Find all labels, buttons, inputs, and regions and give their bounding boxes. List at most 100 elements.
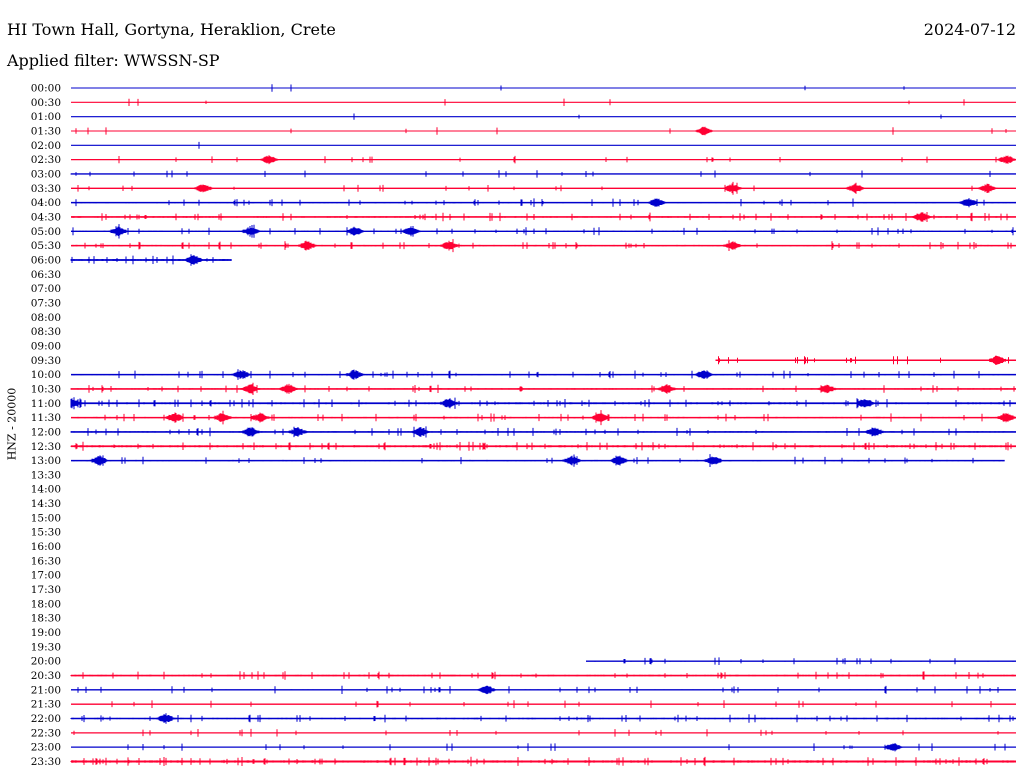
trace-signal [594, 657, 1014, 665]
trace-signal [70, 254, 232, 266]
time-label: 15:30 [31, 527, 61, 539]
trace-row [70, 382, 1016, 395]
trace-signal [71, 239, 1014, 253]
trace-row [71, 113, 1016, 120]
trace-signal [70, 170, 1000, 178]
trace-signal [70, 426, 1013, 438]
time-label: 23:00 [31, 742, 61, 754]
time-label: 05:30 [31, 240, 61, 252]
seismic-traces [70, 84, 1016, 767]
trace-row [70, 671, 1016, 680]
trace-row [71, 700, 1016, 709]
trace-row [71, 410, 1016, 426]
time-label: 06:00 [31, 254, 61, 266]
trace-signal [74, 410, 1016, 426]
trace-row [70, 254, 232, 266]
time-label: 11:00 [31, 398, 61, 410]
trace-row [71, 454, 1005, 467]
station-title: HI Town Hall, Gortyna, Heraklion, Crete [7, 20, 336, 39]
time-label: 14:30 [31, 498, 61, 510]
trace-row [71, 224, 1016, 239]
time-label: 14:00 [31, 484, 61, 496]
time-label: 22:30 [31, 727, 61, 739]
trace-signal [73, 728, 999, 737]
trace-signal [118, 155, 1016, 165]
time-label: 11:30 [31, 412, 61, 424]
trace-row [71, 685, 1016, 695]
trace-signal [70, 441, 1015, 451]
trace-signal [70, 382, 1016, 395]
time-label: 04:00 [31, 197, 61, 209]
trace-signal [74, 198, 1016, 208]
trace-signal [77, 181, 998, 195]
trace-row [71, 181, 1016, 195]
time-label: 18:00 [31, 598, 61, 610]
trace-signal [716, 355, 1009, 365]
time-label: 21:00 [31, 684, 61, 696]
trace-row [71, 743, 1016, 752]
time-label: 06:30 [31, 269, 61, 281]
trace-signal [353, 113, 942, 120]
trace-row [71, 141, 1016, 149]
trace-row [71, 98, 1016, 106]
trace-row [71, 198, 1016, 208]
trace-row [70, 713, 1016, 724]
trace-row [71, 728, 1016, 737]
trace-row [70, 756, 1016, 767]
time-label: 02:30 [31, 154, 61, 166]
trace-row [715, 355, 1016, 365]
trace-signal [71, 224, 1014, 239]
time-label: 15:00 [31, 512, 61, 524]
trace-row [586, 657, 1016, 665]
time-label: 13:00 [31, 455, 61, 467]
time-label: 10:00 [31, 369, 61, 381]
trace-row [71, 155, 1016, 165]
trace-signal [71, 685, 1002, 695]
trace-signal [70, 671, 1015, 680]
time-label: 22:00 [31, 713, 61, 725]
trace-row [71, 212, 1016, 222]
trace-signal [128, 98, 965, 106]
trace-row [70, 170, 1016, 178]
trace-row [70, 441, 1016, 451]
time-label: 09:30 [31, 355, 61, 367]
time-label: 08:30 [31, 326, 61, 338]
trace-signal [127, 743, 1006, 752]
time-label: 07:30 [31, 297, 61, 309]
time-label: 00:30 [31, 97, 61, 109]
time-label: 12:00 [31, 426, 61, 438]
time-label: 09:00 [31, 340, 61, 352]
time-label: 02:00 [31, 140, 61, 152]
time-label: 04:30 [31, 211, 61, 223]
filter-label: Applied filter: WWSSN-SP [7, 51, 220, 70]
time-label: 08:00 [31, 312, 61, 324]
time-label: 19:00 [31, 627, 61, 639]
trace-signal [271, 84, 905, 92]
trace-row [71, 369, 1016, 380]
time-label: 01:00 [31, 111, 61, 123]
trace-row [70, 426, 1016, 438]
time-label: 17:00 [31, 570, 61, 582]
time-label: 16:30 [31, 555, 61, 567]
record-date: 2024-07-12 [923, 20, 1016, 39]
time-label: 20:30 [31, 670, 61, 682]
time-label: 01:30 [31, 125, 61, 137]
time-label: 21:30 [31, 699, 61, 711]
time-label: 07:00 [31, 283, 61, 295]
time-label: 03:30 [31, 183, 61, 195]
time-label: 16:00 [31, 541, 61, 553]
trace-signal [71, 369, 1015, 380]
trace-row [71, 239, 1016, 253]
time-label: 17:30 [31, 584, 61, 596]
trace-row [70, 397, 1016, 410]
time-label: 13:30 [31, 469, 61, 481]
time-label: 05:00 [31, 226, 61, 238]
trace-row [71, 84, 1016, 92]
time-tick-labels: 00:00 00:30 01:00 01:30 02:00 02:30 03:00 03:30… [31, 83, 61, 769]
trace-signal [75, 126, 1007, 136]
time-label: 18:30 [31, 613, 61, 625]
time-label: 10:30 [31, 383, 61, 395]
time-label: 20:00 [31, 656, 61, 668]
trace-signal [70, 713, 1015, 724]
